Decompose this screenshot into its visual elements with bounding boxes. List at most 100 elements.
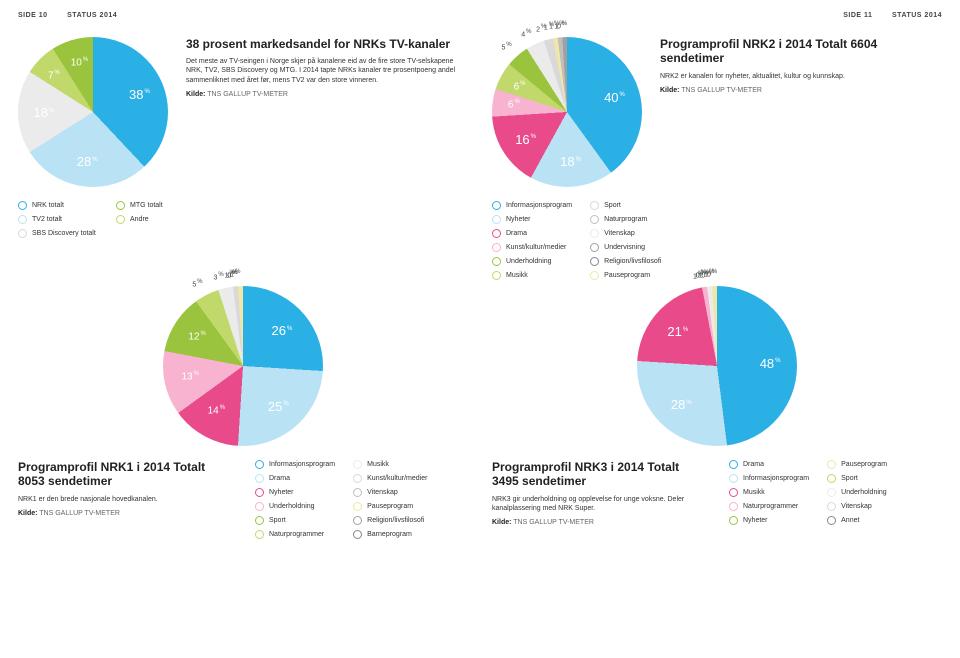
legend-item: Naturprogrammer [729, 502, 809, 511]
legend-label: SBS Discovery totalt [32, 230, 96, 237]
pie-slice-label: 0% [707, 269, 717, 278]
legend-dot [827, 502, 836, 511]
legend-label: Naturprogrammer [743, 503, 798, 510]
legend-label: Musikk [506, 272, 528, 279]
legend-item: Kunst/kultur/medier [353, 474, 433, 483]
legend-item: Naturprogrammer [255, 530, 335, 539]
legend-item: MTG totalt [116, 201, 196, 210]
legend-dot [492, 257, 501, 266]
legend-label: Musikk [367, 461, 389, 468]
legend-dot [353, 502, 362, 511]
legend-dot [492, 271, 501, 280]
legend-item: Vitenskap [590, 229, 670, 238]
chart4-legend: DramaInformasjonsprogramMusikkNaturprogr… [729, 460, 942, 525]
pie-chart-3: 26%25%14%13%12%5%3%1%0%0%0%1% [163, 286, 323, 446]
legend-item: Sport [255, 516, 335, 525]
legend-label: Religion/livsfilosofi [367, 517, 424, 524]
pie-slice-label: 26% [271, 323, 292, 338]
legend-item: Informasjonsprogram [492, 201, 572, 210]
legend-label: Naturprogram [604, 216, 647, 223]
pie-slice-label: 18% [34, 105, 55, 120]
legend-item: Barneprogram [353, 530, 433, 539]
pie-slice-label: 1% [230, 269, 240, 278]
legend-label: Sport [841, 475, 858, 482]
chart3-legend: Informasjonsprogram Drama Nyheter Underhold… [255, 460, 468, 539]
legend-dot [729, 460, 738, 469]
legend-item: Sport [827, 474, 907, 483]
legend-item: NRK totalt [18, 201, 98, 210]
chart3-source: Kilde: TNS GALLUP TV-METER [18, 510, 231, 517]
legend-dot [255, 474, 264, 483]
legend-dot [116, 201, 125, 210]
pie-slice-label: 7% [48, 70, 60, 81]
legend-dot [492, 201, 501, 210]
legend-label: Sport [604, 202, 621, 209]
legend-label: Nyheter [269, 489, 294, 496]
chart1-body: Det meste av TV-seingen i Norge skjer på… [186, 57, 468, 84]
legend-item: Vitenskap [827, 502, 907, 511]
legend-label: Barneprogram [367, 531, 412, 538]
chart2-legend: Informasjonsprogram Nyheter Drama Kunst/kul… [492, 201, 942, 280]
pie-slice-label: 28% [671, 397, 692, 412]
legend-dot [492, 229, 501, 238]
legend-dot [590, 229, 599, 238]
pie-slice-label: 3% [213, 272, 223, 281]
legend-label: Drama [269, 475, 290, 482]
pie-slice-label: 6% [508, 99, 520, 110]
legend-item: TV2 totalt [18, 215, 98, 224]
legend-label: Undervisning [604, 244, 645, 251]
legend-dot [255, 516, 264, 525]
chart2-title: Programprofil NRK2 i 2014 Totalt 6604 se… [660, 37, 942, 66]
chart4-body: NRK3 gir underholdning og opplevelse for… [492, 495, 705, 513]
legend-label: Underholdning [841, 489, 887, 496]
legend-label: NRK totalt [32, 202, 64, 209]
pie-slice-label: 18% [560, 154, 581, 169]
pie-slice-label: 14% [208, 405, 225, 416]
chart1-legend: NRK totalt TV2 totalt SBS Discovery totalt… [18, 201, 468, 238]
pie-slice-label: 10% [71, 57, 88, 68]
pie-slice-label: 40% [604, 90, 625, 105]
legend-dot [827, 488, 836, 497]
legend-label: Nyheter [506, 216, 531, 223]
legend-dot [729, 488, 738, 497]
pie-slice-label: 5% [501, 42, 511, 51]
legend-item: Musikk [492, 271, 572, 280]
legend-dot [18, 229, 27, 238]
legend-item: Underholdning [255, 502, 335, 511]
legend-dot [353, 460, 362, 469]
chart3-body: NRK1 er den brede nasjonale hovedkanalen… [18, 495, 231, 504]
legend-dot [18, 201, 27, 210]
legend-dot [590, 257, 599, 266]
legend-label: Vitenskap [604, 230, 635, 237]
pie-chart-2: 40%18%16%6%6%5%4%2%1%1%1%0% [492, 37, 642, 187]
pie-slice-label: 21% [667, 324, 688, 339]
legend-item: Drama [492, 229, 572, 238]
legend-label: Annet [841, 517, 859, 524]
pie-slice-label: 5% [192, 279, 202, 288]
pie-slice-label: 4% [521, 29, 531, 38]
legend-item: Undervisning [590, 243, 670, 252]
legend-label: Sport [269, 517, 286, 524]
legend-item: Informasjonsprogram [729, 474, 809, 483]
pie-slice-label: 25% [268, 399, 289, 414]
chart2-source: Kilde: TNS GALLUP TV-METER [660, 87, 942, 94]
legend-label: Kunst/kultur/medier [367, 475, 427, 482]
legend-item: Kunst/kultur/medier [492, 243, 572, 252]
legend-label: Nyheter [743, 517, 768, 524]
legend-item: Nyheter [729, 516, 809, 525]
legend-item: Sport [590, 201, 670, 210]
legend-label: Pauseprogram [604, 272, 650, 279]
legend-dot [590, 243, 599, 252]
legend-item: Pauseprogram [353, 502, 433, 511]
legend-item: Informasjonsprogram [255, 460, 335, 469]
pie-slice-label: 48% [760, 356, 781, 371]
chart4-source: Kilde: TNS GALLUP TV-METER [492, 519, 705, 526]
legend-dot [353, 530, 362, 539]
legend-label: Drama [743, 461, 764, 468]
legend-dot [590, 201, 599, 210]
chart3-title: Programprofil NRK1 i 2014 Totalt 8053 se… [18, 460, 231, 489]
legend-item: Naturprogram [590, 215, 670, 224]
legend-dot [116, 215, 125, 224]
legend-item: Vitenskap [353, 488, 433, 497]
legend-item: Andre [116, 215, 196, 224]
